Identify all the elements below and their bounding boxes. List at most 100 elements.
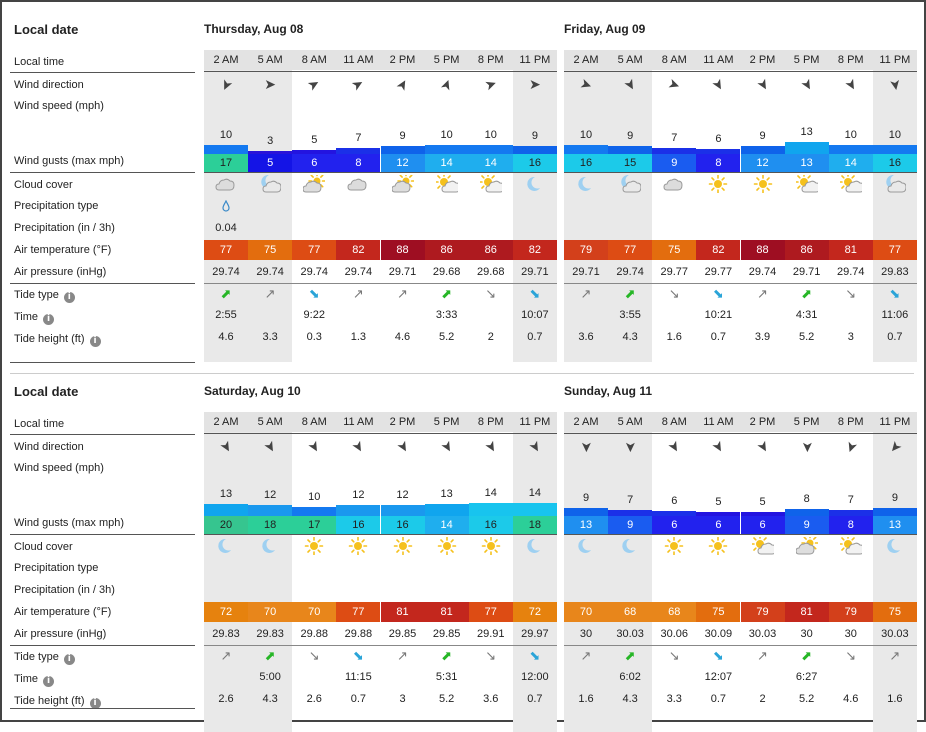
precipitation-label: Precipitation (in / 3h)	[14, 222, 115, 234]
info-icon[interactable]: i	[63, 654, 75, 665]
info-icon[interactable]: i	[89, 336, 101, 347]
wind-direction-arrow-icon: ➤	[665, 75, 683, 95]
wind-speed-value: 7	[355, 131, 362, 144]
header-divider	[564, 71, 917, 72]
tide-falling-icon: ↘	[845, 649, 857, 664]
air-pressure-value: 29.71	[388, 266, 417, 278]
hour-label: 2 PM	[749, 416, 776, 428]
wind-speed-value: 10	[484, 129, 497, 141]
air-temperature-cell: 82	[336, 240, 381, 260]
moon-icon	[204, 537, 248, 555]
tide-height-value: 4.3	[262, 693, 278, 705]
tide-height-value: 2	[759, 693, 766, 705]
moon-icon	[873, 537, 917, 555]
air-temperature-cell: 77	[468, 602, 513, 622]
wind-gust-cell: 5	[248, 154, 293, 172]
tide-low-icon: ⬊	[889, 287, 901, 302]
night-shade	[872, 412, 917, 732]
tide-falling-icon: ↘	[668, 649, 680, 664]
air-temperature-cell: 79	[564, 240, 608, 260]
tide-time-value: 6:27	[795, 671, 818, 683]
info-icon[interactable]: i	[63, 292, 75, 303]
tide-falling-icon: ↘	[485, 649, 497, 664]
hour-label: 5 PM	[793, 416, 820, 428]
forecast-block: Local date Local time Wind direction Wind s…	[0, 374, 926, 732]
wind-gust-cell: 14	[468, 154, 513, 172]
moon-icon	[513, 537, 557, 555]
wind-gust-cell: 9	[784, 516, 829, 534]
day-title: Saturday, Aug 10	[204, 384, 301, 398]
wind-direction-arrow-icon: ➤	[578, 441, 594, 453]
air-pressure-value: 29.68	[476, 266, 505, 278]
tide-rising-icon: ↗	[757, 649, 768, 664]
wind-gust-cell: 16	[336, 516, 381, 534]
info-icon[interactable]: i	[43, 314, 55, 325]
night-shade	[512, 412, 557, 732]
wind-speed-bar	[564, 507, 608, 516]
air-pressure-value: 29.74	[256, 266, 284, 278]
sun-cloud-icon	[425, 172, 469, 193]
tide-high-icon: ⬈	[801, 287, 813, 302]
hour-label: 2 AM	[213, 54, 239, 66]
day-title: Sunday, Aug 11	[564, 384, 653, 398]
info-icon[interactable]: i	[89, 698, 101, 709]
wind-speed-bar	[292, 507, 337, 516]
precipitation-label-text: Precipitation (in / 3h)	[14, 222, 115, 234]
wind-speed-value: 10	[308, 491, 321, 503]
precipitation-label: Precipitation (in / 3h)	[14, 584, 115, 596]
wind-speed-bar	[248, 151, 293, 154]
air-temperature-cell: 88	[380, 240, 425, 260]
wind-speed-value: 14	[484, 487, 497, 500]
row-divider	[564, 645, 917, 646]
wind-gust-cell: 17	[204, 154, 248, 172]
wind-speed-value: 10	[219, 129, 233, 141]
wind-gust-cell: 13	[872, 516, 917, 534]
tide-height-value: 1.6	[887, 693, 903, 705]
hour-label: 11 AM	[703, 416, 734, 428]
tide-height-value: 2.6	[306, 693, 322, 705]
wind-gust-cell: 8	[336, 154, 381, 172]
wind-speed-bar	[512, 145, 557, 154]
wind-speed-bar	[784, 142, 829, 154]
tide-height-value: 3.9	[754, 331, 771, 343]
tide-low-icon: ⬊	[529, 649, 541, 664]
local-date-label: Local date	[14, 22, 78, 37]
label-divider	[10, 283, 195, 284]
wind-speed-bar	[652, 147, 697, 154]
hour-label: 2 PM	[749, 54, 776, 66]
wind-speed-value: 13	[440, 488, 453, 501]
sun-icon	[741, 174, 785, 194]
precipitation-type-label: Precipitation type	[14, 200, 98, 212]
air-pressure-value: 29.71	[521, 266, 549, 278]
air-temperature-cell: 82	[696, 240, 741, 260]
hour-label: 11 AM	[343, 416, 374, 428]
hour-label: 8 PM	[477, 54, 504, 66]
hour-label: 5 AM	[257, 416, 283, 428]
air-pressure-value: 29.83	[881, 266, 909, 278]
wind-direction-arrow-icon: ➤	[482, 75, 499, 95]
label-divider	[10, 708, 195, 709]
air-pressure-value: 29.88	[300, 628, 329, 640]
local-date-label: Local date	[14, 384, 78, 399]
header-divider	[564, 433, 917, 434]
partly-cloudy-icon	[292, 172, 336, 193]
hour-header	[564, 412, 917, 432]
hour-label: 8 AM	[661, 54, 687, 66]
tide-rising-icon: ↗	[889, 649, 901, 664]
tide-rising-icon: ↗	[757, 287, 768, 302]
wind-gust-cell: 16	[468, 516, 513, 534]
tide-type-label-text: Tide type	[14, 651, 59, 663]
hour-label: 11 PM	[519, 54, 551, 66]
tide-height-value: 3.3	[262, 331, 278, 343]
hour-label: 8 PM	[477, 416, 504, 428]
hour-label: 8 AM	[661, 416, 687, 428]
air-pressure-value: 30	[844, 628, 857, 640]
precipitation-type-label-text: Precipitation type	[14, 200, 99, 212]
sun-icon	[696, 536, 740, 556]
tide-high-icon: ⬈	[220, 287, 232, 302]
tide-time-value: 2:55	[215, 309, 237, 321]
info-icon[interactable]: i	[43, 676, 55, 687]
wind-speed-bar	[336, 147, 381, 154]
wind-gust-cell: 18	[248, 516, 293, 534]
hour-label: 2 PM	[389, 54, 416, 66]
